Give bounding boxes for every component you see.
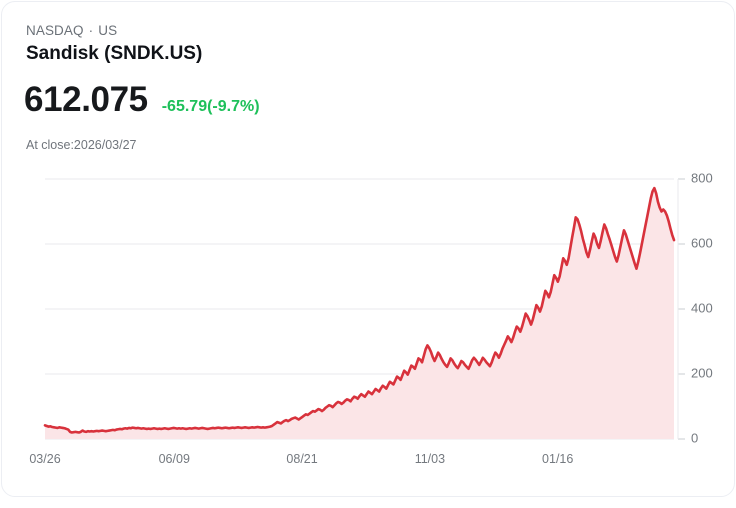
stock-quote-card: NASDAQ · US Sandisk (SNDK.US) 612.075 -65.…	[1, 1, 735, 497]
price-change: -65.79(-9.7%)	[161, 98, 260, 115]
chart-axis-ticks	[678, 178, 685, 440]
page-title: Sandisk (SNDK.US)	[26, 43, 203, 64]
x-axis-tick-label: 06/09	[159, 452, 190, 466]
y-axis-tick-label: 600	[691, 235, 713, 250]
x-axis-tick-label: 01/16	[542, 452, 573, 466]
y-axis-tick-label: 0	[691, 430, 698, 445]
price-chart[interactable]: 0 200 400 600 800 03/26 06/09 08/21 11/03 01/16	[2, 162, 735, 482]
x-axis-tick-label: 03/26	[29, 452, 60, 466]
x-axis-labels: 03/26 06/09 08/21 11/03 01/16	[29, 452, 573, 466]
market-status: At close:2026/03/27	[26, 138, 137, 152]
price-row: 612.075 -65.79(-9.7%)	[24, 80, 260, 120]
current-price: 612.075	[24, 80, 148, 119]
x-axis-tick-label: 08/21	[286, 452, 317, 466]
y-axis-labels: 0 200 400 600 800	[691, 170, 713, 445]
quote-header: NASDAQ · US Sandisk (SNDK.US)	[26, 22, 202, 67]
exchange-name: NASDAQ	[26, 23, 84, 38]
price-line	[43, 186, 676, 434]
region-code: US	[98, 23, 118, 38]
y-axis-tick-label: 800	[691, 170, 713, 185]
price-chart-svg[interactable]: 0 200 400 600 800 03/26 06/09 08/21 11/03 01/16	[2, 162, 735, 482]
x-axis-tick-label: 11/03	[415, 452, 445, 466]
price-area-fill	[45, 188, 674, 439]
exchange-region-line: NASDAQ · US	[26, 22, 202, 39]
y-axis-tick-label: 200	[691, 365, 713, 380]
y-axis-tick-label: 400	[691, 300, 713, 315]
exchange-separator: ·	[88, 23, 94, 38]
